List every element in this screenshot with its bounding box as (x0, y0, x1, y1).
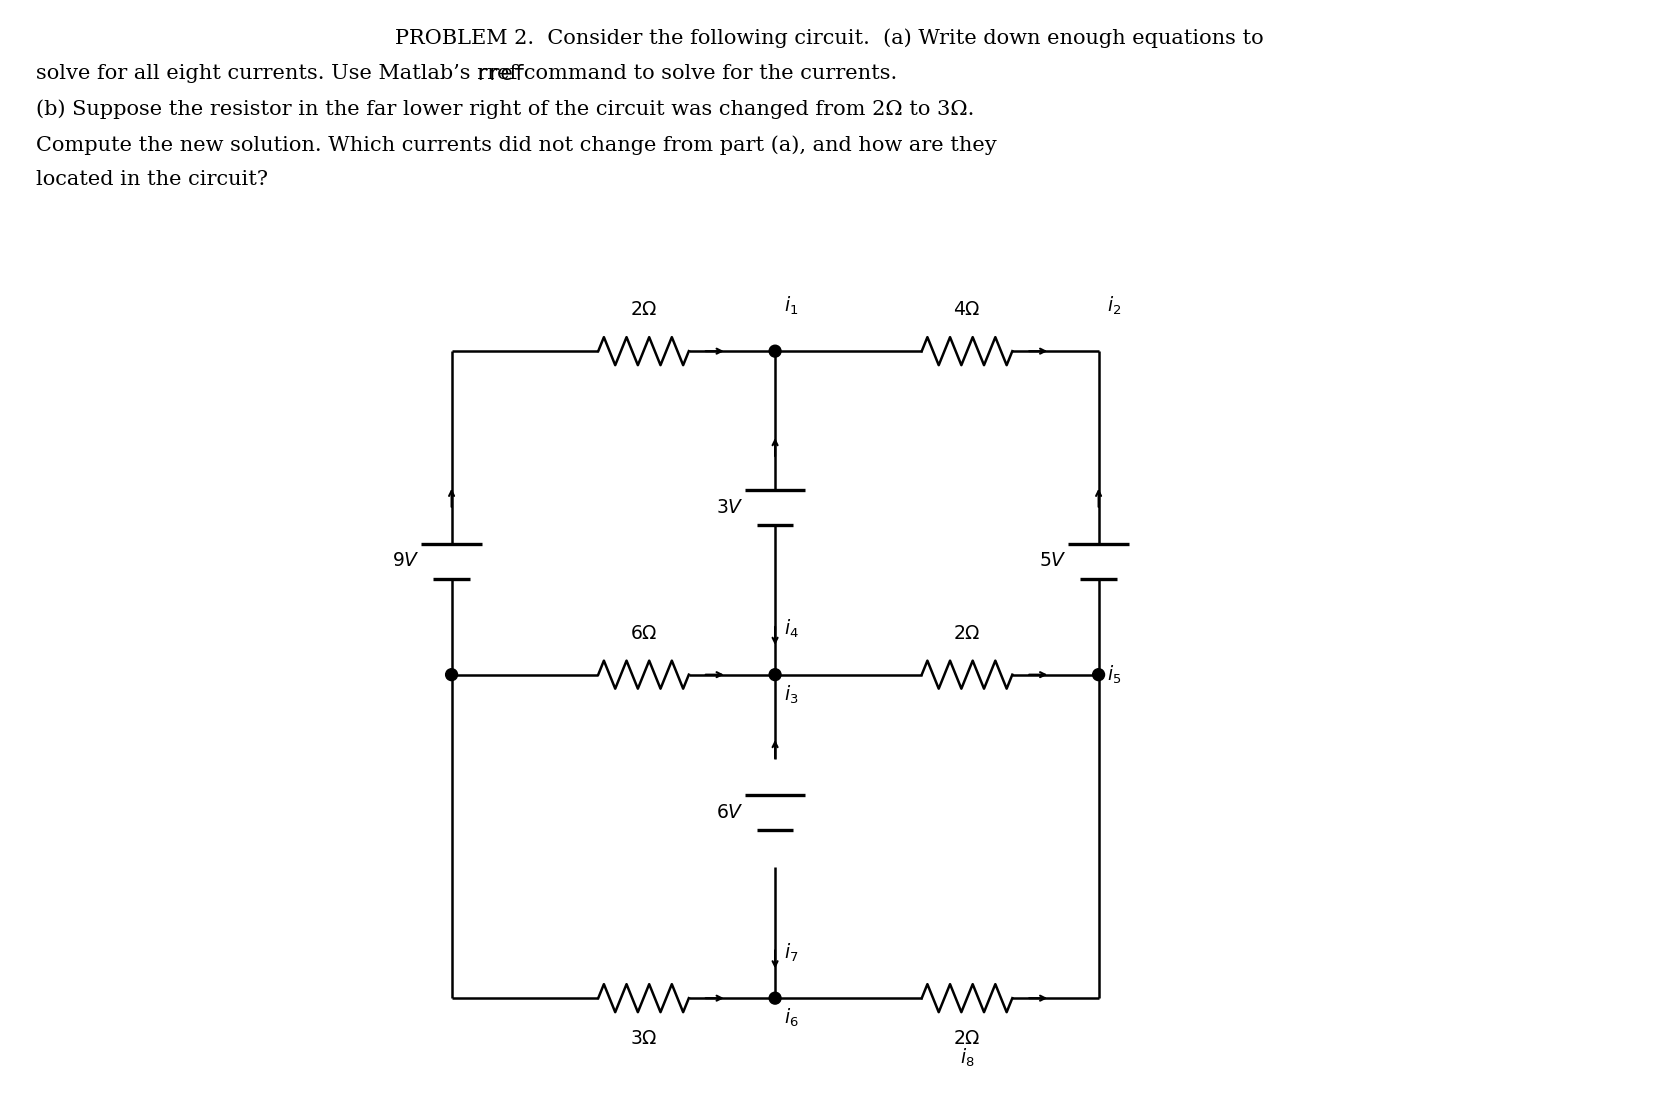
Text: (b) Suppose the resistor in the far lower right of the circuit was changed from : (b) Suppose the resistor in the far lowe… (36, 100, 974, 119)
Circle shape (769, 345, 780, 357)
Text: $5V$: $5V$ (1039, 552, 1067, 571)
Text: $3\Omega$: $3\Omega$ (630, 1030, 656, 1048)
Text: $i_6$: $i_6$ (784, 1006, 799, 1029)
Text: $i_5$: $i_5$ (1107, 664, 1120, 686)
Text: $i_2$: $i_2$ (1107, 294, 1120, 316)
Text: located in the circuit?: located in the circuit? (36, 170, 268, 189)
Text: $2\Omega$: $2\Omega$ (953, 625, 981, 643)
Text: rref: rref (474, 64, 525, 84)
Text: PROBLEM 2.  Consider the following circuit.  (a) Write down enough equations to: PROBLEM 2. Consider the following circui… (394, 29, 1263, 49)
Text: Compute the new solution. Which currents did not change from part (a), and how a: Compute the new solution. Which currents… (36, 135, 996, 155)
Circle shape (769, 992, 780, 1004)
Text: $3V$: $3V$ (716, 499, 742, 517)
Text: $2\Omega$: $2\Omega$ (953, 1030, 981, 1048)
Text: $i_8$: $i_8$ (959, 1046, 974, 1070)
Text: $4\Omega$: $4\Omega$ (953, 301, 981, 320)
Text: $6V$: $6V$ (716, 804, 744, 822)
Text: $i_3$: $i_3$ (784, 684, 797, 706)
Text: $9V$: $9V$ (393, 552, 419, 571)
Text: $i_7$: $i_7$ (784, 941, 797, 963)
Text: $6\Omega$: $6\Omega$ (630, 625, 656, 643)
Text: $i_4$: $i_4$ (784, 618, 799, 640)
Text: $i_1$: $i_1$ (784, 294, 797, 316)
Text: $2\Omega$: $2\Omega$ (630, 301, 656, 320)
Circle shape (1092, 669, 1104, 680)
Text: solve for all eight currents. Use Matlab’s rref command to solve for the current: solve for all eight currents. Use Matlab… (36, 64, 896, 83)
Circle shape (769, 669, 780, 680)
Circle shape (446, 669, 457, 680)
